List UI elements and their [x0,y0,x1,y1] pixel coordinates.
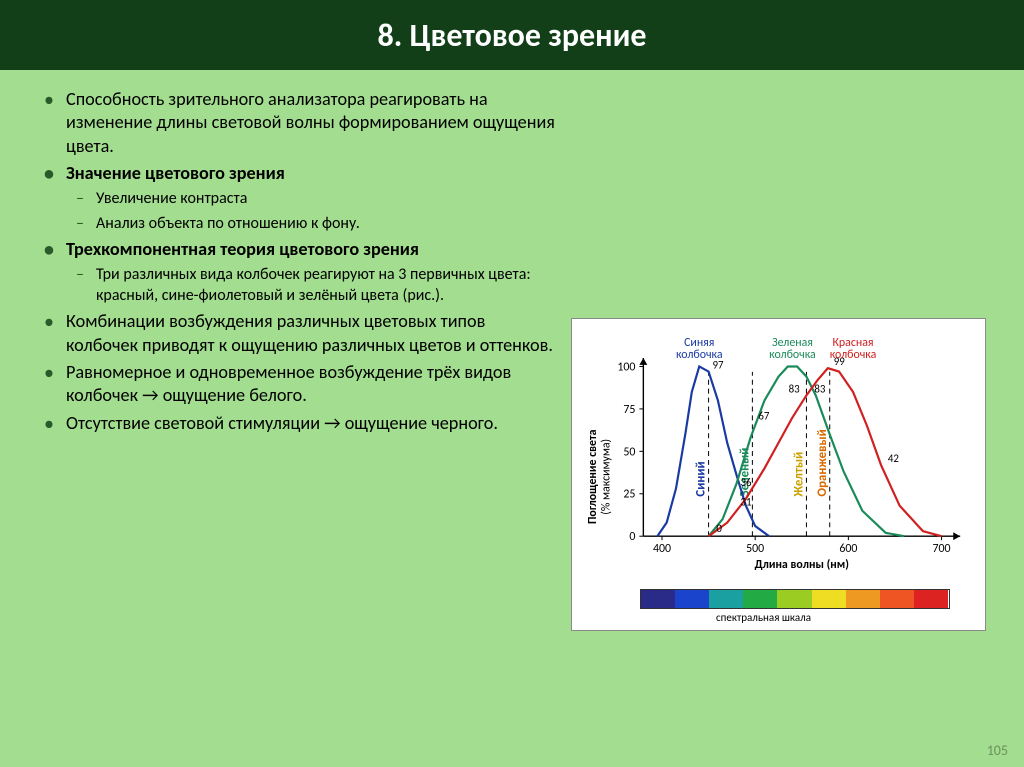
bullet-list: Способность зрительного анализатора реаг… [40,88,560,435]
svg-text:(% максимума): (% максимума) [599,439,613,515]
svg-text:0: 0 [716,522,722,535]
svg-text:400: 400 [652,542,670,556]
svg-text:500: 500 [746,542,764,556]
svg-text:67: 67 [758,410,770,423]
spectrum-segment [641,590,675,608]
spectrum-segment [812,590,846,608]
svg-text:25: 25 [623,488,635,502]
chart-column: 0 25 50 75 100 400 500 600 700 Длина волны (нм) По… [560,88,996,631]
svg-text:Оранжевый: Оранжевый [814,429,829,496]
bullet-lvl1: Комбинации возбуждения различных цветовы… [40,310,560,357]
bullet-lvl1: Значение цветового зрения [40,162,560,185]
bullet-lvl2: Увеличение контраста [40,189,560,209]
bullet-lvl1: Отсутствие световой стимуляции → ощущени… [40,412,560,435]
content-row: Способность зрительного анализатора реаг… [0,70,1024,631]
page-number: 105 [987,742,1008,759]
chart-box: 0 25 50 75 100 400 500 600 700 Длина волны (нм) По… [571,318,986,631]
spectrum-label: спектральная шкала [578,611,888,624]
svg-text:Поглощение света: Поглощение света [585,429,599,524]
svg-text:36: 36 [740,476,752,489]
spectrum-segment [675,590,709,608]
svg-text:колбочка: колбочка [675,348,722,362]
spectrum-segment [914,590,948,608]
svg-text:100: 100 [617,360,635,374]
bullet-lvl2: Три различных вида колбочек реагируют на… [40,265,560,306]
svg-text:Синий: Синий [693,461,708,496]
svg-text:Длина волны (нм): Длина волны (нм) [754,558,848,572]
slide: 8. Цветовое зрение Способность зрительно… [0,0,1024,767]
svg-text:0: 0 [629,530,635,544]
svg-text:700: 700 [932,542,950,556]
svg-text:83: 83 [788,382,800,395]
svg-text:42: 42 [887,452,899,465]
svg-text:31: 31 [740,495,752,508]
bullet-lvl1: Трехкомпонентная теория цветового зрения [40,238,560,261]
spectrum-strip [640,589,950,609]
svg-text:50: 50 [623,445,635,459]
spectrum-segment [743,590,777,608]
svg-text:600: 600 [839,542,857,556]
absorption-chart: 0 25 50 75 100 400 500 600 700 Длина волны (нм) По… [578,327,979,587]
bullet-lvl1: Способность зрительного анализатора реаг… [40,88,560,158]
text-column: Способность зрительного анализатора реаг… [40,88,560,631]
spectrum-segment [880,590,914,608]
spectrum-bar [578,589,979,609]
svg-text:колбочка: колбочка [769,348,816,362]
chart-svg: 0 25 50 75 100 400 500 600 700 Длина волны (нм) По… [578,327,979,587]
svg-text:75: 75 [623,403,635,417]
bullet-lvl2: Анализ объекта по отношению к фону. [40,214,560,234]
bullet-lvl1: Равномерное и одновременное возбуждение … [40,361,560,408]
spectrum-segment [777,590,811,608]
svg-text:колбочка: колбочка [829,348,876,362]
svg-text:Желтый: Желтый [791,452,806,498]
spectrum-segment [709,590,743,608]
spectrum-segment [846,590,880,608]
slide-title: 8. Цветовое зрение [0,0,1024,70]
svg-text:83: 83 [814,382,826,395]
